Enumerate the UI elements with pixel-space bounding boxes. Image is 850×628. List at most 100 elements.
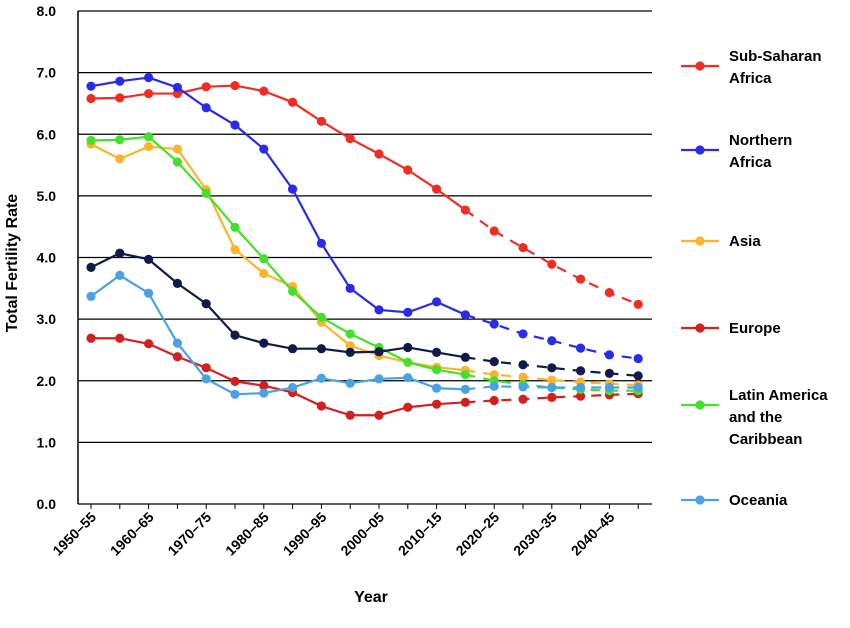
data-point [86, 81, 96, 91]
legend-swatch-marker [695, 323, 705, 333]
data-point [86, 333, 96, 343]
legend-label: Northern [729, 132, 792, 149]
data-point [547, 392, 557, 402]
series-oceania [86, 270, 643, 399]
x-tick-label: 2010–15 [395, 509, 445, 559]
data-point [115, 248, 125, 258]
data-point [115, 76, 125, 86]
legend-swatch-marker [695, 145, 705, 155]
legend-label: Caribbean [729, 431, 802, 448]
data-point [86, 135, 96, 146]
data-point [604, 368, 615, 378]
y-tick-label: 6.0 [37, 126, 57, 142]
data-point [374, 410, 384, 420]
data-point [403, 373, 413, 383]
data-point [633, 382, 643, 393]
data-point [144, 132, 154, 142]
data-point [518, 243, 528, 253]
data-point [172, 144, 182, 154]
data-point [115, 154, 125, 164]
data-point [403, 402, 413, 412]
y-tick-label: 7.0 [37, 65, 57, 81]
legend-item: Latin America and the Caribbean [681, 387, 828, 448]
data-point [201, 374, 211, 384]
data-point [316, 116, 326, 126]
data-point [489, 357, 499, 367]
data-point [576, 391, 586, 401]
data-point [403, 342, 413, 353]
data-point [230, 330, 240, 340]
data-point [345, 410, 355, 420]
series-line-historical [90, 135, 466, 376]
data-point [144, 72, 154, 83]
legend-label: Europe [729, 320, 781, 337]
series-europe [86, 333, 643, 420]
data-point [201, 188, 211, 199]
data-point [547, 375, 557, 385]
series-northern-america [86, 248, 643, 381]
data-point [432, 399, 442, 409]
data-point [345, 329, 355, 339]
data-point [316, 344, 326, 354]
data-point [172, 278, 182, 288]
data-point [316, 238, 326, 248]
y-tick-labels: 0.0 1.0 2.0 3.0 4.0 5.0 6.0 7.0 8.0 [37, 3, 57, 512]
data-point [144, 339, 154, 349]
series-northern-africa [86, 72, 643, 364]
data-point [115, 135, 125, 145]
legend-label: and the [729, 409, 782, 426]
data-point [345, 133, 355, 144]
series-line-historical [90, 252, 466, 359]
data-point [604, 382, 615, 393]
series-line-historical [90, 76, 466, 316]
data-point [201, 299, 211, 309]
y-tick-label: 8.0 [37, 3, 57, 19]
data-point [460, 384, 470, 394]
legend-swatch-marker [695, 236, 705, 246]
data-point [345, 347, 355, 358]
y-tick-label: 0.0 [37, 496, 57, 512]
data-point [201, 82, 211, 92]
legend-item: Sub-Saharan Africa [681, 48, 822, 87]
legend-label: Asia [729, 233, 761, 250]
data-point [576, 366, 586, 376]
data-point [230, 222, 240, 232]
data-point [345, 283, 355, 293]
data-point [518, 372, 528, 382]
data-point [86, 93, 96, 104]
data-point [633, 371, 643, 381]
data-point [144, 88, 154, 99]
data-point [115, 333, 125, 343]
data-point [489, 395, 499, 406]
data-point [115, 270, 125, 280]
data-point [345, 378, 355, 388]
data-point [259, 388, 269, 398]
data-point [518, 382, 528, 392]
data-point [144, 254, 154, 264]
data-point [316, 373, 326, 383]
data-point [316, 312, 326, 322]
data-point [86, 291, 96, 301]
data-point [144, 141, 154, 152]
data-point [460, 369, 470, 380]
data-point [288, 97, 298, 107]
data-point [518, 329, 528, 339]
data-point [259, 86, 269, 96]
data-point [259, 268, 269, 279]
data-point [230, 80, 240, 91]
data-point [172, 157, 182, 167]
legend: Sub-Saharan Africa Northern Africa Asia Europ… [681, 48, 828, 509]
y-tick-label: 2.0 [37, 373, 57, 389]
data-point [460, 205, 470, 215]
data-point [547, 363, 557, 373]
legend-item: Oceania [681, 492, 788, 509]
data-point [604, 350, 615, 360]
data-point [518, 394, 528, 404]
data-point [633, 353, 643, 364]
x-tick-label: 2030–35 [510, 509, 560, 559]
legend-item: Northern Africa [681, 132, 792, 171]
series-layer [86, 72, 643, 420]
x-tick-label: 1990–95 [280, 509, 330, 559]
y-axis-title: Total Fertility Rate [4, 194, 21, 332]
